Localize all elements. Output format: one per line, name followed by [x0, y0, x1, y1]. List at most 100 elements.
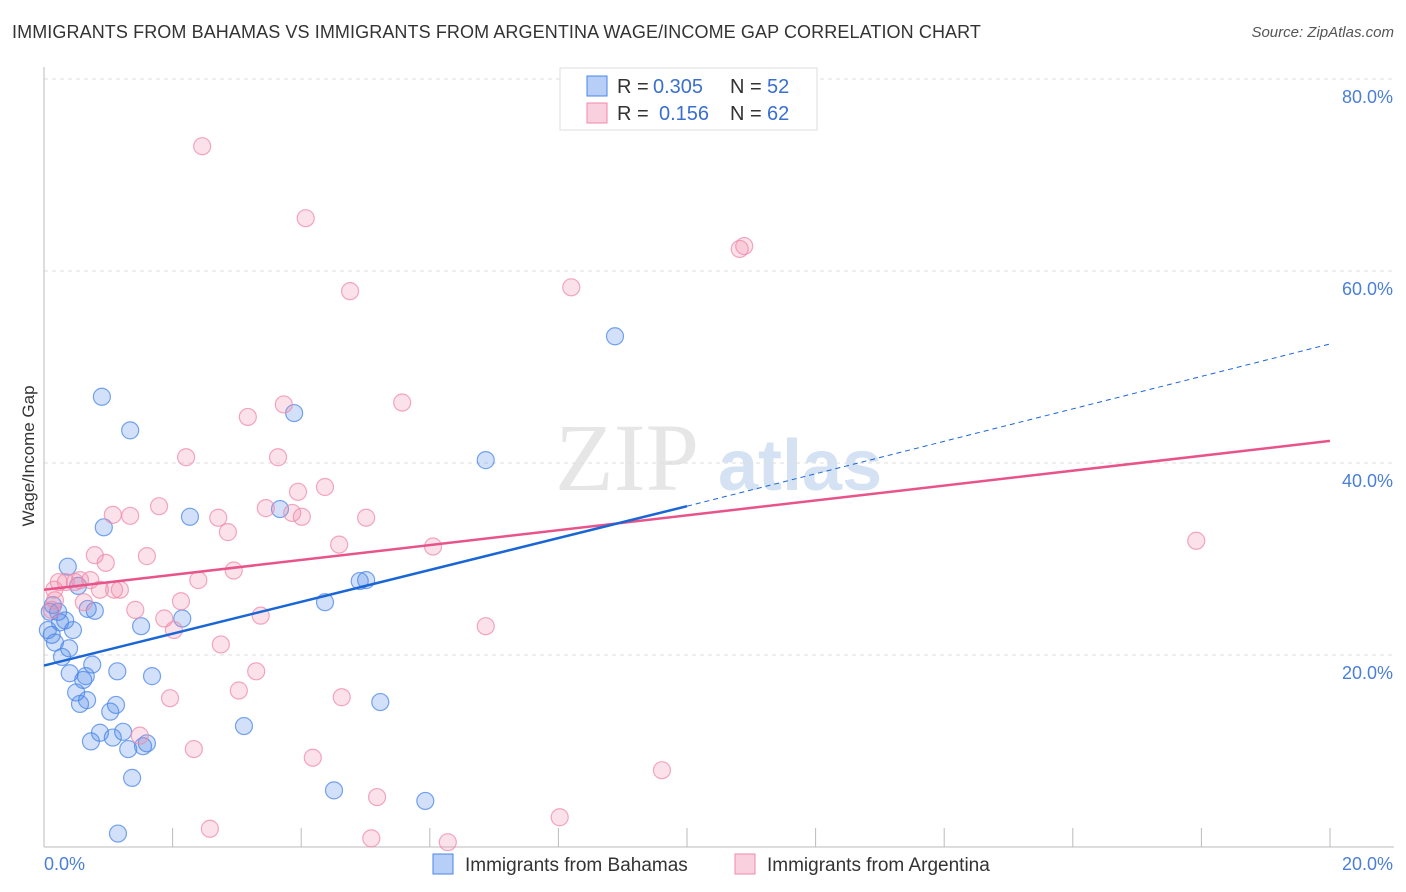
argentina-point — [229, 681, 248, 700]
argentina-point — [340, 282, 360, 301]
argentina-point — [171, 592, 191, 611]
y-tick-label: 20.0% — [1342, 663, 1393, 683]
watermark-zip: ZIP — [555, 404, 699, 511]
bahamas-point — [234, 716, 254, 736]
bahamas-point — [92, 387, 111, 406]
argentina-point — [393, 393, 412, 412]
r-label: R = — [617, 76, 649, 98]
argentina-point — [103, 505, 122, 524]
argentina-point — [550, 808, 569, 827]
argentina-point — [74, 593, 93, 612]
argentina-point — [149, 497, 169, 516]
bahamas-point — [90, 723, 110, 742]
bahamas-point — [113, 722, 133, 741]
bahamas-trendline — [43, 504, 688, 667]
bahamas-point — [58, 557, 77, 576]
argentina-point — [211, 635, 230, 654]
argentina-point — [184, 739, 203, 759]
x-tick-label: 0.0% — [44, 854, 85, 874]
argentina-point — [735, 236, 754, 256]
argentina-point — [288, 482, 308, 501]
bahamas-point — [416, 791, 435, 811]
bahamas-point — [605, 327, 625, 346]
bahamas-point — [131, 617, 151, 636]
bahamas-point — [83, 655, 102, 674]
argentina-point — [200, 819, 219, 838]
argentina-point — [367, 787, 387, 807]
argentina-point — [126, 600, 145, 619]
bahamas-point — [324, 781, 344, 800]
argentina-point — [292, 507, 311, 526]
argentina-point — [357, 508, 376, 527]
argentina-point — [362, 829, 381, 848]
bahamas-point — [476, 451, 495, 470]
bahamas-point — [122, 768, 142, 787]
y-tick-label: 60.0% — [1342, 279, 1393, 299]
argentina-point — [438, 833, 457, 852]
argentina-point — [315, 477, 335, 497]
argentina-point — [283, 503, 302, 523]
argentina-point — [121, 506, 140, 525]
legend-label: Immigrants from Bahamas — [465, 855, 688, 876]
n-value: 52 — [767, 76, 789, 98]
argentina-point — [209, 508, 228, 527]
n-label: N = — [730, 76, 762, 98]
argentina-point — [193, 137, 212, 156]
x-tick-label: 20.0% — [1342, 854, 1393, 874]
argentina-point — [268, 448, 288, 467]
argentina-point — [1187, 531, 1206, 550]
y-tick-label: 80.0% — [1342, 87, 1393, 107]
argentina-point — [296, 209, 315, 228]
bahamas-point — [142, 667, 162, 686]
argentina-point — [218, 523, 237, 542]
bahamas-trendline-extension — [686, 343, 1331, 507]
r-value: 0.156 — [659, 103, 709, 125]
watermark-atlas: atlas — [718, 426, 882, 506]
legend-swatch — [734, 853, 756, 875]
argentina-point — [238, 407, 257, 427]
bahamas-point — [60, 664, 79, 683]
argentina-point — [137, 547, 156, 566]
argentina-point — [224, 561, 243, 580]
n-value: 62 — [767, 103, 789, 125]
bahamas-point — [108, 824, 128, 843]
chart-source: Source: ZipAtlas.com — [1251, 24, 1394, 41]
y-tick-label: 40.0% — [1342, 471, 1393, 491]
bahamas-point — [121, 421, 140, 440]
legend-swatch — [432, 853, 454, 875]
r-value: 0.305 — [653, 76, 703, 98]
bahamas-point — [371, 692, 390, 712]
argentina-point — [160, 689, 180, 708]
argentina-point — [562, 278, 581, 297]
legend-label: Immigrants from Argentina — [767, 855, 990, 876]
argentina-trendline — [43, 439, 1331, 591]
argentina-point — [256, 499, 275, 518]
argentina-point — [476, 617, 495, 636]
bahamas-point — [137, 734, 156, 753]
argentina-point — [332, 688, 351, 707]
bahamas-point — [94, 518, 113, 537]
argentina-point — [303, 748, 322, 767]
argentina-point — [130, 726, 149, 745]
legend-swatch — [586, 102, 608, 124]
y-axis-label: Wage/Income Gap — [19, 385, 38, 526]
stats-legend-box — [559, 67, 818, 131]
bahamas-point — [180, 507, 200, 526]
n-label: N = — [730, 103, 762, 125]
bahamas-point — [108, 662, 127, 681]
argentina-point — [247, 662, 266, 681]
bahamas-point — [106, 695, 126, 715]
r-label: R = — [617, 103, 649, 125]
argentina-point — [274, 395, 293, 414]
argentina-point — [96, 553, 115, 572]
bahamas-point — [119, 739, 138, 759]
argentina-point — [330, 535, 349, 554]
argentina-point — [177, 448, 196, 467]
argentina-point — [104, 580, 124, 599]
argentina-point — [189, 571, 208, 590]
argentina-point — [652, 761, 672, 780]
argentina-point — [42, 600, 61, 619]
argentina-point — [90, 580, 110, 599]
